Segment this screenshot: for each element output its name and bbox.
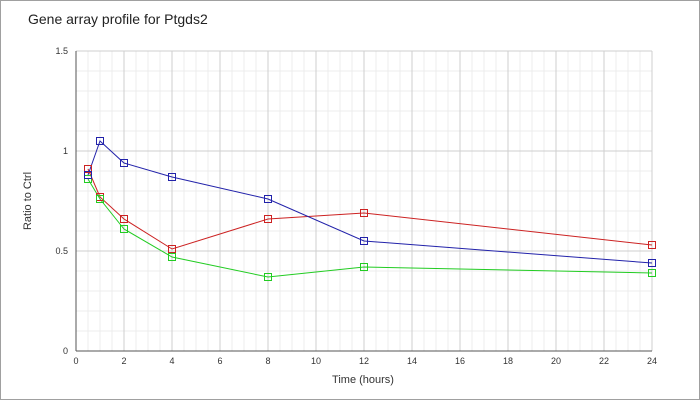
series-line-2 [87,178,653,278]
data-point-1 [648,241,656,249]
x-tick-label: 0 [73,356,78,366]
y-tick-label: 1 [63,146,68,156]
y-tick-label: 0.5 [55,246,68,256]
x-tick-label: 12 [359,356,369,366]
series-line-1 [87,168,653,250]
data-point-3 [120,159,128,167]
data-point-3 [360,237,368,245]
x-tick-label: 16 [455,356,465,366]
x-tick-label: 24 [647,356,657,366]
data-point-2 [648,269,656,277]
x-axis-label: Time (hours) [332,374,394,386]
x-tick-label: 8 [265,356,270,366]
x-tick-label: 6 [217,356,222,366]
data-point-3 [84,171,92,179]
y-tick-label: 1.5 [55,46,68,56]
x-tick-label: 20 [551,356,561,366]
data-point-1 [120,215,128,223]
data-point-3 [264,195,272,203]
data-point-3 [96,137,104,145]
data-point-2 [120,225,128,233]
data-point-1 [264,215,272,223]
data-point-3 [648,259,656,267]
data-point-2 [96,195,104,203]
x-tick-label: 22 [599,356,609,366]
data-point-2 [360,263,368,271]
chart-title: Gene array profile for Ptgds2 [28,11,208,27]
data-point-3 [168,173,176,181]
data-point-2 [264,273,272,281]
data-point-1 [168,245,176,253]
data-point-1 [360,209,368,217]
data-point-2 [168,253,176,261]
x-tick-label: 14 [407,356,417,366]
data-point-1 [84,165,92,173]
series-line-3 [87,140,653,264]
x-tick-label: 4 [169,356,174,366]
x-tick-label: 2 [121,356,126,366]
x-tick-label: 10 [311,356,321,366]
x-tick-label: 18 [503,356,513,366]
y-tick-label: 0 [63,346,68,356]
